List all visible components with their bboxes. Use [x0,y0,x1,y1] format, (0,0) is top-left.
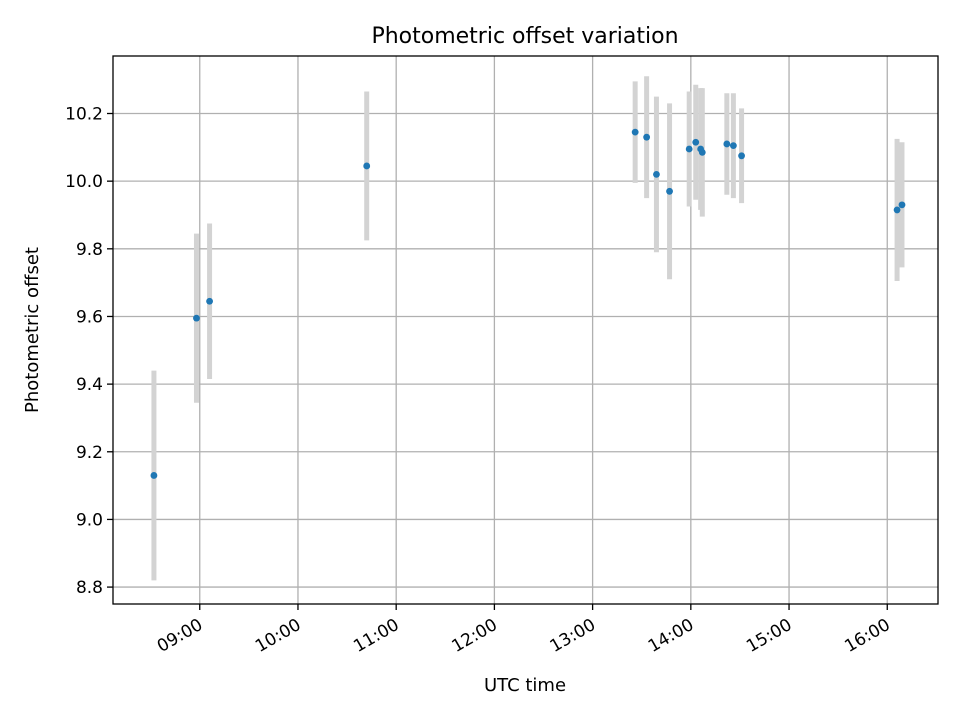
y-tick-label: 9.2 [76,443,103,463]
y-tick-label: 10.0 [65,172,103,192]
y-tick-label: 9.8 [76,240,103,260]
y-tick-label: 9.0 [76,510,103,530]
data-point [643,133,651,141]
data-point [206,297,213,305]
x-tick-label: 15:00 [743,615,795,657]
plot-frame [112,55,939,605]
data-point [685,145,693,153]
y-tick-label: 8.8 [76,578,103,598]
x-tick-label: 13:00 [547,615,599,657]
x-tick-label: 12:00 [448,615,500,657]
data-point [666,187,673,195]
y-tick-label: 9.4 [76,375,103,395]
data-point [692,138,700,146]
data-point [653,170,660,178]
data-point [193,314,200,322]
data-point [698,149,706,156]
x-tick-label: 09:00 [154,615,206,657]
data-point [631,128,639,136]
data-point [893,206,901,214]
data-point [729,142,737,150]
x-tick-label: 16:00 [841,615,893,657]
x-tick-label: 14:00 [645,615,697,657]
x-axis-label: UTC time [484,675,566,696]
x-tick-label: 11:00 [350,615,402,657]
x-axis: 09:00 10:00 11:00 12:00 13:00 14:00 15:00 16:00 [154,604,894,657]
data-point [150,472,158,479]
error-bars [151,76,905,581]
y-axis-label: Photometric offset [22,247,43,413]
data-point [738,152,745,160]
y-tick-label: 9.6 [76,307,103,327]
data-point [363,162,371,170]
y-axis: 8.8 9.0 9.2 9.4 9.6 9.8 10.0 10.2 [65,105,113,598]
x-tick-label: 10:00 [252,615,304,657]
y-tick-label: 10.2 [65,105,103,125]
chart-title: Photometric offset variation [371,24,678,49]
data-points [150,128,906,479]
data-point [898,201,906,209]
grid [113,56,938,604]
data-point [723,140,731,148]
